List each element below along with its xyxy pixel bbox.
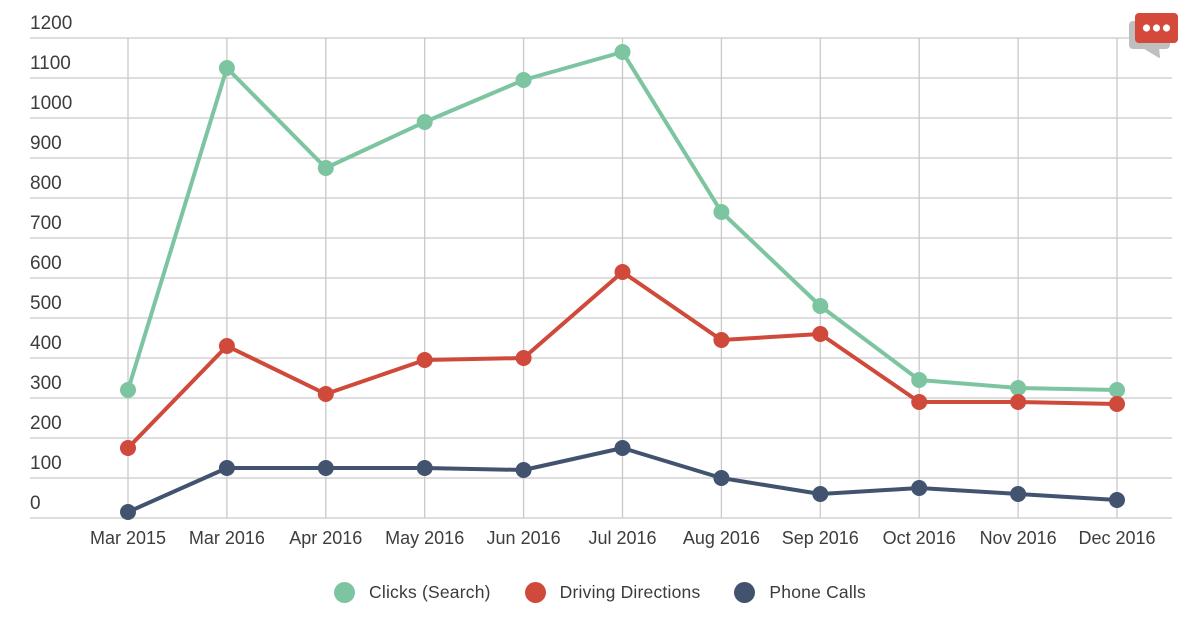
- data-point[interactable]: [1010, 380, 1027, 396]
- x-axis-tick-label: Sep 2016: [782, 528, 859, 548]
- bubble-dot: [1142, 24, 1151, 32]
- y-axis-tick-label: 200: [30, 413, 62, 434]
- line-chart: 0 100 200 300 400 500 600 700 800 900 1000 1100 1200…: [30, 13, 1172, 548]
- data-point[interactable]: [614, 440, 631, 456]
- data-point[interactable]: [614, 264, 631, 280]
- legend-dot-driving-directions: [524, 581, 546, 603]
- data-point[interactable]: [1109, 382, 1125, 398]
- x-axis-tick-label: Jul 2016: [588, 528, 656, 548]
- x-axis-tick-label: Dec 2016: [1078, 528, 1155, 548]
- data-point[interactable]: [1010, 486, 1027, 502]
- data-point[interactable]: [120, 382, 136, 398]
- y-axis-tick-label: 300: [30, 373, 62, 394]
- y-axis-tick-label: 400: [30, 333, 62, 354]
- data-point[interactable]: [713, 204, 730, 220]
- data-point[interactable]: [911, 372, 928, 388]
- data-point[interactable]: [1109, 492, 1125, 508]
- data-point[interactable]: [1010, 394, 1027, 410]
- legend-label: Phone Calls: [769, 581, 866, 602]
- data-point[interactable]: [812, 486, 829, 502]
- x-axis-tick-label: Mar 2015: [90, 528, 166, 548]
- legend-dot-clicks-search: [334, 581, 356, 603]
- x-axis-tick-label: Apr 2016: [289, 528, 362, 548]
- legend-label: Clicks (Search): [369, 581, 491, 602]
- data-point[interactable]: [416, 352, 433, 368]
- data-point[interactable]: [317, 386, 334, 402]
- data-point[interactable]: [515, 72, 532, 88]
- data-point[interactable]: [911, 394, 928, 410]
- data-point[interactable]: [120, 504, 136, 520]
- y-axis-tick-label: 0: [30, 493, 41, 514]
- x-axis-tick-label: Oct 2016: [883, 528, 956, 548]
- y-axis-tick-label: 900: [30, 133, 62, 154]
- y-axis-tick-label: 1000: [30, 93, 72, 114]
- bubble-dot: [1152, 24, 1161, 32]
- legend-label: Driving Directions: [559, 581, 701, 602]
- legend-dot-phone-calls: [734, 581, 756, 603]
- chart-legend: Clicks (Search) Driving Directions Phone…: [0, 572, 1200, 612]
- legend-item-driving-directions[interactable]: Driving Directions: [524, 581, 701, 603]
- data-point[interactable]: [713, 332, 730, 348]
- data-point[interactable]: [120, 440, 136, 456]
- y-axis-tick-label: 800: [30, 173, 62, 194]
- legend-item-clicks-search[interactable]: Clicks (Search): [334, 581, 491, 603]
- legend-item-phone-calls[interactable]: Phone Calls: [734, 581, 866, 603]
- chat-bubble-icon[interactable]: [1126, 8, 1182, 60]
- y-axis-tick-label: 1200: [30, 13, 72, 34]
- data-point[interactable]: [416, 460, 433, 476]
- data-point[interactable]: [911, 480, 928, 496]
- y-axis-tick-label: 1100: [30, 53, 71, 74]
- x-axis-tick-label: Jun 2016: [487, 528, 561, 548]
- data-point[interactable]: [317, 160, 334, 176]
- data-point[interactable]: [713, 470, 730, 486]
- x-axis-tick-label: Aug 2016: [683, 528, 760, 548]
- data-point[interactable]: [218, 60, 235, 76]
- data-point[interactable]: [812, 298, 829, 314]
- bubble-dot: [1162, 24, 1171, 32]
- data-point[interactable]: [614, 44, 631, 60]
- data-point[interactable]: [515, 350, 532, 366]
- y-axis-tick-label: 700: [30, 213, 62, 234]
- chat-bubble-tail: [1141, 47, 1160, 58]
- data-point[interactable]: [218, 338, 235, 354]
- data-point[interactable]: [218, 460, 235, 476]
- y-axis-tick-label: 100: [30, 453, 62, 474]
- data-point[interactable]: [1109, 396, 1125, 412]
- data-point[interactable]: [812, 326, 829, 342]
- data-point[interactable]: [317, 460, 334, 476]
- y-axis-tick-label: 600: [30, 253, 62, 274]
- data-point[interactable]: [515, 462, 532, 478]
- data-point[interactable]: [416, 114, 433, 130]
- x-axis-tick-label: Mar 2016: [189, 528, 265, 548]
- y-axis-tick-label: 500: [30, 293, 62, 314]
- x-axis-tick-label: Nov 2016: [980, 528, 1057, 548]
- x-axis-tick-label: May 2016: [385, 528, 464, 548]
